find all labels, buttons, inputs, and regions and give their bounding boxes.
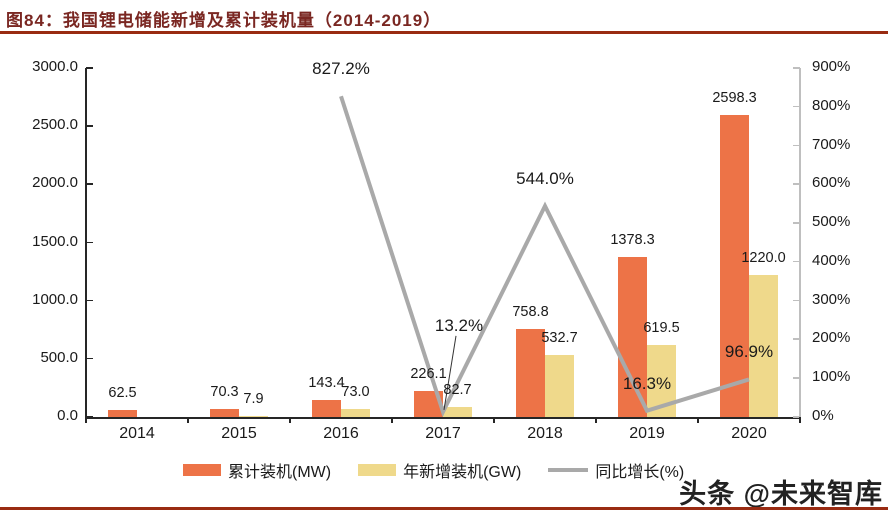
x-axis-category-label: 2016 [323, 425, 359, 442]
bar-cumulative-2018 [516, 328, 545, 417]
x-axis-tick [289, 417, 291, 423]
y-axis-left-line [85, 68, 87, 419]
y-axis-right-tick-label: 500% [812, 213, 851, 231]
watermark-toutiao: 头条 @未来智库 [679, 479, 883, 509]
bar-label-cumulative-2014: 62.5 [108, 384, 137, 401]
y-axis-right-tick [793, 222, 800, 224]
bar-label-new-2015: 7.9 [243, 391, 264, 407]
y-axis-left-tick-label: 1500.0 [32, 232, 78, 250]
bar-new-2015 [239, 416, 268, 417]
y-axis-left-tick-label: 3000.0 [32, 58, 78, 75]
y-axis-right-tick [793, 183, 800, 185]
x-axis-category-label: 2014 [119, 425, 155, 442]
y-axis-right-tick-label: 700% [812, 135, 851, 153]
bar-new-2020 [749, 275, 778, 417]
y-axis-right-tick-label: 100% [812, 368, 851, 386]
y-axis-left-tick [86, 357, 93, 360]
y-axis-left-tick [86, 183, 93, 185]
bar-cumulative-2015 [210, 408, 239, 417]
y-axis-right-tick-label: 600% [812, 174, 851, 192]
legend-swatch-growth-line [548, 468, 589, 472]
x-axis-tick [493, 417, 495, 423]
bar-new-2017 [443, 407, 472, 417]
y-axis-right-tick-label: 300% [812, 290, 851, 308]
y-axis-right-tick [793, 105, 800, 108]
y-axis-left-tick [86, 125, 93, 127]
bar-new-2016 [341, 408, 370, 417]
y-axis-right-tick [793, 338, 800, 340]
y-axis-left-tick-label: 1000.0 [32, 290, 78, 308]
figure-title: 图84：我国锂电储能新增及累计装机量（2014-2019） [6, 11, 442, 30]
bar-cumulative-2016 [312, 400, 341, 417]
legend-item-yoy-growth: 同比增长(%) [548, 458, 684, 482]
x-axis-category-label: 2015 [221, 425, 257, 442]
x-axis-line [85, 417, 801, 419]
y-axis-right-tick [793, 299, 800, 302]
y-axis-right-tick [793, 416, 800, 418]
x-axis-tick [187, 417, 189, 423]
bar-label-cumulative-2020: 2598.3 [712, 89, 757, 106]
y-axis-left-tick [86, 416, 93, 418]
y-axis-left-tick-label: 2500.0 [32, 116, 78, 134]
x-axis-tick [697, 417, 699, 423]
y-axis-right-tick [793, 144, 800, 147]
x-axis-category-label: 2020 [731, 425, 767, 442]
bar-cumulative-2014 [108, 409, 137, 417]
y-axis-right-line [799, 68, 801, 417]
bar-cumulative-2019 [618, 256, 647, 417]
bar-label-new-2020: 1220.0 [741, 250, 786, 267]
bar-label-new-2017: 82.7 [443, 382, 472, 399]
x-axis-tick [595, 417, 597, 423]
bottom-rule [0, 507, 888, 510]
growth-label-leader-line [443, 335, 457, 410]
growth-label-2017: 13.2% [434, 315, 484, 335]
yoy-growth-line [339, 95, 750, 418]
bar-label-cumulative-2018: 758.8 [512, 303, 549, 320]
y-axis-left-tick-label: 0.0 [57, 407, 78, 424]
bar-label-new-2016: 73.0 [341, 383, 370, 400]
legend-label-cumulative: 累计装机(MW) [228, 464, 332, 481]
x-axis-tick [391, 417, 393, 423]
bar-label-cumulative-2017: 226.1 [410, 365, 447, 382]
y-axis-right-tick [793, 377, 800, 379]
x-axis-category-label: 2017 [425, 425, 461, 442]
x-axis-tick [799, 417, 801, 423]
bar-label-new-2019: 619.5 [643, 319, 680, 336]
chart-legend: 累计装机(MW) 年新增装机(GW) 同比增长(%) [183, 458, 684, 482]
growth-label-2018: 544.0% [516, 169, 574, 189]
y-axis-right-tick-label: 400% [812, 251, 851, 269]
y-axis-right-tick-label: 0% [812, 407, 834, 424]
legend-item-cumulative: 累计装机(MW) [183, 458, 331, 482]
y-axis-left-tick [86, 299, 93, 302]
y-axis-left-tick-label: 2000.0 [32, 174, 78, 192]
x-axis-category-label: 2019 [629, 425, 665, 442]
legend-label-new-installed: 年新增装机(GW) [403, 464, 522, 481]
growth-label-2016: 827.2% [312, 59, 370, 79]
bar-label-cumulative-2015: 70.3 [210, 383, 239, 400]
growth-label-2020: 96.9% [724, 342, 774, 362]
y-axis-right-tick [793, 67, 800, 69]
legend-item-new-installed: 年新增装机(GW) [358, 458, 521, 482]
y-axis-left-tick [86, 67, 93, 69]
y-axis-right-tick [793, 260, 800, 263]
y-axis-left-tick [86, 241, 93, 243]
title-underline [0, 31, 888, 34]
x-axis-category-label: 2018 [527, 425, 563, 442]
legend-swatch-cumulative-bar [183, 464, 221, 476]
legend-swatch-new-installed-bar [358, 464, 397, 476]
y-axis-left-tick-label: 500.0 [40, 348, 78, 366]
bar-label-new-2018: 532.7 [541, 330, 578, 347]
x-axis-tick [85, 417, 87, 423]
y-axis-right-tick-label: 800% [812, 96, 851, 114]
bar-new-2018 [545, 355, 574, 417]
y-axis-right-tick-label: 200% [812, 329, 851, 347]
bar-label-cumulative-2016: 143.4 [308, 375, 345, 392]
bar-label-cumulative-2019: 1378.3 [610, 231, 655, 248]
y-axis-right-tick-label: 900% [812, 58, 851, 75]
growth-label-2019: 16.3% [622, 373, 672, 393]
legend-label-yoy-growth: 同比增长(%) [595, 464, 685, 481]
bar-cumulative-2020 [720, 114, 749, 417]
